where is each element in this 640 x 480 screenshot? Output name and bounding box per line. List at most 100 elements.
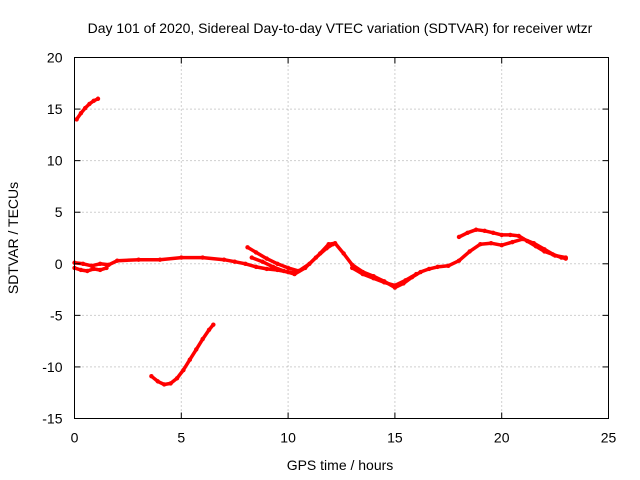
y-tick-label: 10 [47, 153, 63, 169]
data-point [275, 261, 280, 266]
data-point [206, 327, 212, 332]
data-point [87, 101, 92, 107]
data-point [292, 271, 297, 277]
data-point [179, 255, 184, 260]
series-track-f [249, 241, 336, 277]
x-tick-label: 5 [177, 430, 185, 446]
data-point [97, 267, 103, 273]
x-tick-label: 20 [494, 430, 510, 446]
data-point [253, 264, 259, 270]
data-point [302, 265, 308, 271]
data-point [435, 264, 440, 270]
data-point [467, 249, 472, 254]
data-point [243, 261, 248, 266]
data-point [82, 105, 88, 111]
data-point [264, 256, 269, 261]
data-point [510, 239, 515, 245]
x-tick-label: 25 [601, 430, 617, 446]
data-point [104, 265, 109, 271]
data-point [85, 268, 90, 274]
data-point [360, 271, 366, 277]
data-point [80, 261, 86, 266]
data-point [211, 322, 216, 327]
data-point [260, 259, 265, 264]
chart-title: Day 101 of 2020, Sidereal Day-to-day VTE… [88, 20, 593, 36]
data-point [78, 267, 84, 273]
y-tick-label: 15 [47, 101, 63, 117]
data-point [482, 228, 487, 233]
data-point [456, 258, 462, 263]
data-point [341, 251, 346, 256]
data-point [446, 263, 451, 269]
data-point [155, 379, 161, 384]
data-point [330, 241, 336, 247]
data-point [249, 255, 254, 260]
x-axis-label: GPS time / hours [287, 457, 394, 473]
data-point [349, 265, 355, 271]
data-point [478, 241, 483, 247]
data-point [74, 117, 79, 122]
data-point [550, 252, 556, 257]
data-point [563, 256, 568, 261]
data-point [91, 98, 96, 104]
data-point [221, 257, 227, 262]
data-point [490, 230, 496, 236]
data-point [253, 250, 259, 255]
y-tick-label: -5 [50, 307, 63, 323]
data-point [525, 238, 530, 244]
data-point [516, 233, 521, 239]
data-point [542, 249, 547, 254]
data-point [473, 227, 479, 232]
data-point [106, 262, 111, 268]
series-track-b [149, 322, 216, 387]
y-tick-label: 5 [55, 204, 63, 220]
series-line-track-b [149, 322, 216, 387]
data-point [559, 255, 564, 260]
data-point [426, 266, 432, 272]
data-point [313, 255, 319, 260]
data-point [181, 367, 186, 373]
data-point [187, 357, 193, 362]
series-track-g [456, 227, 568, 261]
data-point [281, 268, 287, 274]
data-point [89, 263, 94, 269]
series-layer [72, 96, 568, 387]
series-track-d [72, 265, 109, 274]
data-point [465, 230, 470, 236]
data-point [392, 283, 398, 288]
data-point [78, 110, 84, 116]
x-tick-label: 15 [387, 430, 403, 446]
data-point [200, 336, 205, 342]
data-point [285, 265, 291, 271]
y-tick-label: 0 [55, 256, 63, 272]
data-point [499, 243, 504, 248]
grid-layer [74, 57, 609, 419]
y-tick-label: -15 [42, 411, 62, 427]
data-point [174, 376, 180, 381]
x-tick-label: 0 [71, 430, 79, 446]
data-point [162, 382, 167, 387]
tick-layer: 0 5 10 15 20 25 20 15 10 5 0 -5 -10 -15 [42, 50, 616, 446]
data-point [115, 258, 120, 263]
data-point [91, 266, 96, 272]
plot-frame [74, 57, 609, 419]
data-point [232, 259, 237, 264]
data-point [533, 244, 539, 249]
data-point [324, 246, 329, 251]
data-point [97, 261, 103, 266]
data-point [456, 234, 462, 240]
data-point [371, 276, 376, 281]
y-tick-label: 20 [47, 50, 63, 66]
data-point [157, 257, 163, 262]
data-point [200, 255, 205, 260]
y-axis-label: SDTVAR / TECUs [5, 182, 21, 294]
data-point [95, 96, 101, 101]
data-point [508, 232, 513, 238]
x-tick-label: 10 [280, 430, 296, 446]
y-tick-label: -10 [42, 359, 62, 375]
series-track-a [74, 96, 101, 122]
data-point [149, 374, 154, 379]
data-point [488, 240, 494, 246]
data-point [245, 245, 250, 250]
